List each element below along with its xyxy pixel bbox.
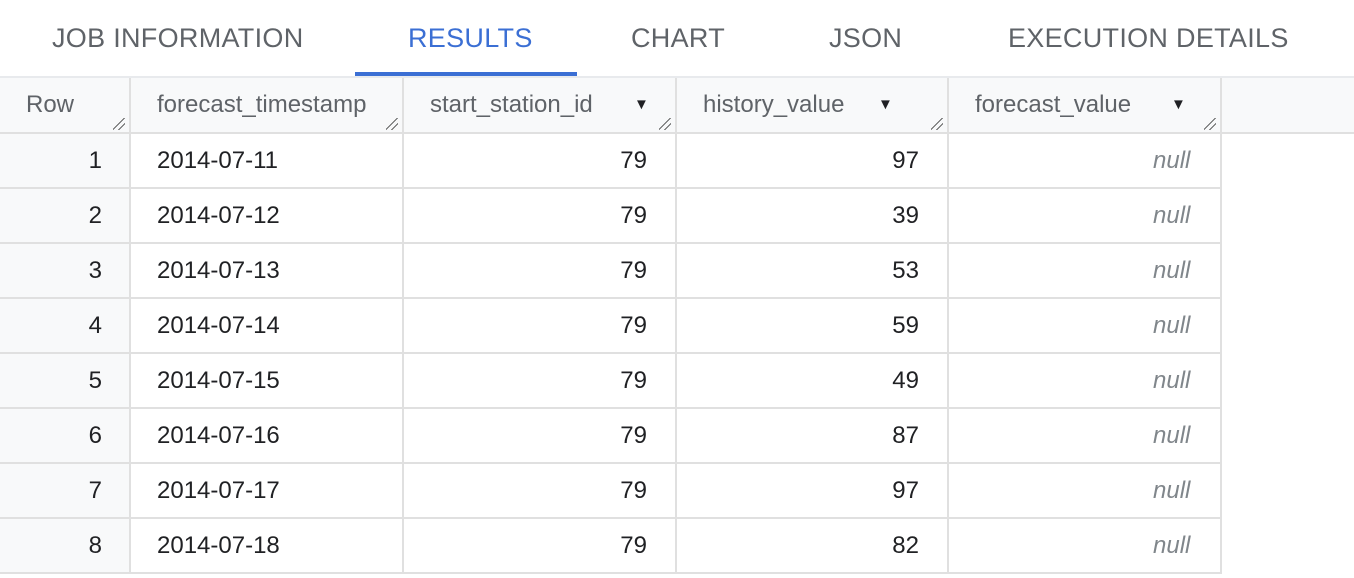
null-value: null — [1153, 477, 1191, 504]
results-table: Row forecast_timestamp start_station_id ▼… — [0, 78, 1354, 574]
column-header-row[interactable]: Row — [0, 78, 131, 132]
cell-history-value[interactable]: 97 — [677, 464, 949, 519]
column-label: forecast_timestamp — [157, 91, 367, 118]
table-row[interactable]: 2 2014-07-12 79 39 null — [0, 189, 1354, 244]
cell-forecast-value[interactable]: null — [949, 299, 1222, 354]
cell-row[interactable]: 6 — [0, 409, 131, 464]
cell-start-station-id[interactable]: 79 — [404, 134, 677, 189]
caret-down-icon[interactable]: ▼ — [1171, 96, 1186, 113]
column-header-forecast-timestamp[interactable]: forecast_timestamp — [131, 78, 404, 132]
table-body: 1 2014-07-11 79 97 null 2 2014-07-12 79 39 null 3 2… — [0, 134, 1354, 574]
cell-forecast-value[interactable]: null — [949, 134, 1222, 189]
column-header-start-station-id[interactable]: start_station_id ▼ — [404, 78, 677, 132]
null-value: null — [1153, 312, 1191, 339]
cell-history-value[interactable]: 82 — [677, 519, 949, 574]
null-value: null — [1153, 367, 1191, 394]
tab-json[interactable]: JSON — [829, 23, 903, 53]
column-label: Row — [26, 91, 75, 118]
cell-row[interactable]: 2 — [0, 189, 131, 244]
null-value: null — [1153, 422, 1191, 449]
resize-handle-icon[interactable] — [386, 118, 398, 130]
cell-history-value[interactable]: 39 — [677, 189, 949, 244]
cell-start-station-id[interactable]: 79 — [404, 354, 677, 409]
cell-start-station-id[interactable]: 79 — [404, 244, 677, 299]
cell-start-station-id[interactable]: 79 — [404, 189, 677, 244]
cell-start-station-id[interactable]: 79 — [404, 464, 677, 519]
caret-down-icon[interactable]: ▼ — [878, 96, 893, 113]
table-row[interactable]: 6 2014-07-16 79 87 null — [0, 409, 1354, 464]
table-row[interactable]: 4 2014-07-14 79 59 null — [0, 299, 1354, 354]
cell-forecast-timestamp[interactable]: 2014-07-13 — [131, 244, 404, 299]
cell-history-value[interactable]: 59 — [677, 299, 949, 354]
cell-forecast-value[interactable]: null — [949, 354, 1222, 409]
cell-forecast-value[interactable]: null — [949, 244, 1222, 299]
cell-forecast-timestamp[interactable]: 2014-07-16 — [131, 409, 404, 464]
cell-forecast-timestamp[interactable]: 2014-07-11 — [131, 134, 404, 189]
cell-row[interactable]: 4 — [0, 299, 131, 354]
null-value: null — [1153, 147, 1191, 174]
resize-handle-icon[interactable] — [1204, 118, 1216, 130]
cell-start-station-id[interactable]: 79 — [404, 299, 677, 354]
tab-bar: JOB INFORMATION RESULTS CHART JSON EXECU… — [0, 0, 1354, 78]
null-value: null — [1153, 202, 1191, 229]
table-row[interactable]: 8 2014-07-18 79 82 null — [0, 519, 1354, 574]
cell-forecast-value[interactable]: null — [949, 409, 1222, 464]
cell-forecast-timestamp[interactable]: 2014-07-18 — [131, 519, 404, 574]
cell-history-value[interactable]: 53 — [677, 244, 949, 299]
table-row[interactable]: 5 2014-07-15 79 49 null — [0, 354, 1354, 409]
cell-history-value[interactable]: 49 — [677, 354, 949, 409]
tab-chart[interactable]: CHART — [631, 23, 726, 53]
caret-down-icon[interactable]: ▼ — [634, 96, 649, 113]
cell-forecast-value[interactable]: null — [949, 464, 1222, 519]
table-row[interactable]: 1 2014-07-11 79 97 null — [0, 134, 1354, 189]
cell-start-station-id[interactable]: 79 — [404, 519, 677, 574]
active-tab-indicator — [355, 72, 577, 76]
table-row[interactable]: 7 2014-07-17 79 97 null — [0, 464, 1354, 519]
cell-forecast-value[interactable]: null — [949, 519, 1222, 574]
cell-forecast-timestamp[interactable]: 2014-07-15 — [131, 354, 404, 409]
table-header: Row forecast_timestamp start_station_id ▼… — [0, 78, 1354, 134]
cell-row[interactable]: 1 — [0, 134, 131, 189]
column-label: start_station_id — [430, 91, 593, 118]
column-header-history-value[interactable]: history_value ▼ — [677, 78, 949, 132]
cell-history-value[interactable]: 97 — [677, 134, 949, 189]
null-value: null — [1153, 532, 1191, 559]
cell-history-value[interactable]: 87 — [677, 409, 949, 464]
cell-row[interactable]: 8 — [0, 519, 131, 574]
cell-forecast-timestamp[interactable]: 2014-07-14 — [131, 299, 404, 354]
tab-execution-details[interactable]: EXECUTION DETAILS — [1008, 23, 1289, 53]
cell-row[interactable]: 3 — [0, 244, 131, 299]
cell-forecast-timestamp[interactable]: 2014-07-17 — [131, 464, 404, 519]
cell-start-station-id[interactable]: 79 — [404, 409, 677, 464]
cell-row[interactable]: 7 — [0, 464, 131, 519]
column-header-forecast-value[interactable]: forecast_value ▼ — [949, 78, 1222, 132]
table-row[interactable]: 3 2014-07-13 79 53 null — [0, 244, 1354, 299]
null-value: null — [1153, 257, 1191, 284]
tab-job-information[interactable]: JOB INFORMATION — [52, 23, 304, 53]
resize-handle-icon[interactable] — [931, 118, 943, 130]
resize-handle-icon[interactable] — [659, 118, 671, 130]
cell-row[interactable]: 5 — [0, 354, 131, 409]
cell-forecast-value[interactable]: null — [949, 189, 1222, 244]
column-label: history_value — [703, 91, 845, 118]
cell-forecast-timestamp[interactable]: 2014-07-12 — [131, 189, 404, 244]
column-label: forecast_value — [975, 91, 1132, 118]
tab-results[interactable]: RESULTS — [408, 23, 533, 53]
resize-handle-icon[interactable] — [113, 118, 125, 130]
